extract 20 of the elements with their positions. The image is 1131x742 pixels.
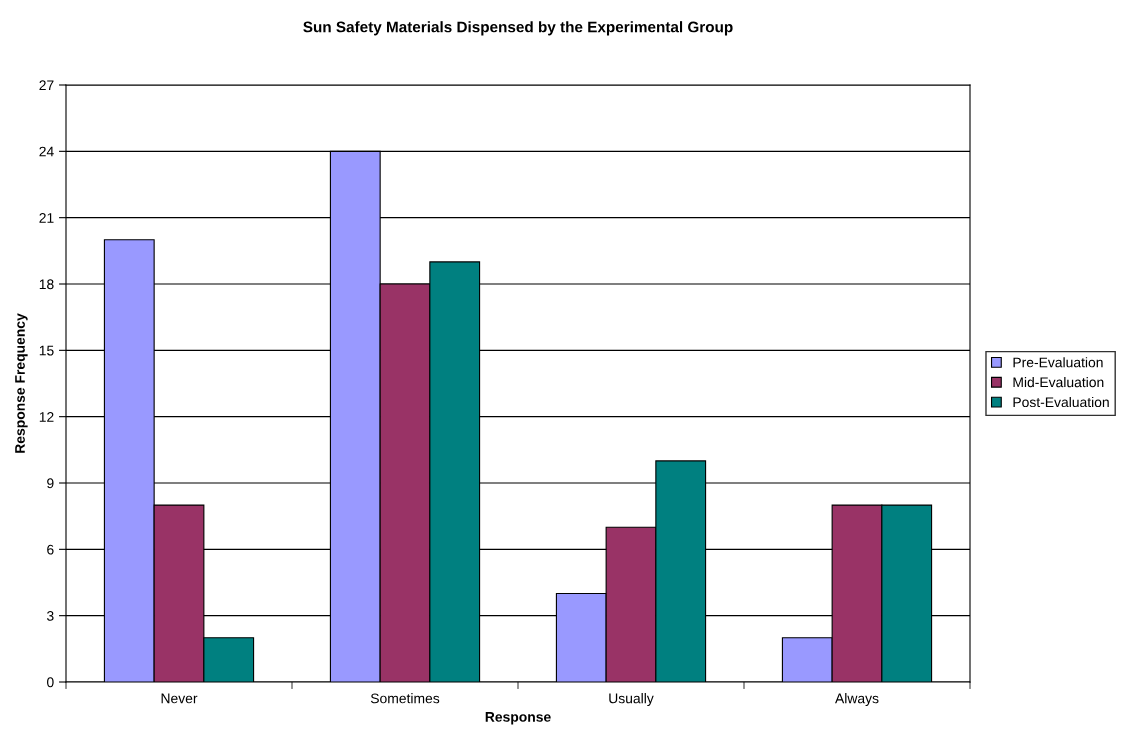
y-tick-label: 3 (47, 611, 54, 621)
x-tick-label: Always (835, 693, 879, 707)
legend-label: Pre-Evaluation (1013, 357, 1103, 368)
y-tick-label: 27 (39, 80, 54, 91)
y-tick-label: 6 (47, 544, 54, 555)
y-tick-label: 18 (39, 279, 54, 290)
legend-label: Mid-Evaluation (1013, 377, 1104, 388)
y-tick-label: 9 (47, 478, 54, 489)
y-tick-label: 24 (39, 146, 54, 157)
y-tick-label: 12 (39, 412, 54, 422)
y-tick-label: 15 (39, 345, 54, 356)
chart-title: Sun Safety Materials Dispensed by the Experimental Group (303, 21, 733, 36)
x-axis-title: Response (485, 712, 551, 725)
x-tick-label: Usually (609, 693, 654, 707)
y-axis-title: Response Frequency (15, 313, 28, 453)
x-tick-label: Never (161, 693, 198, 704)
legend-label: Post-Evaluation (1013, 396, 1109, 408)
x-tick-label: Sometimes (370, 693, 440, 704)
y-tick-label: 21 (39, 213, 54, 223)
y-tick-label: 0 (47, 677, 54, 688)
